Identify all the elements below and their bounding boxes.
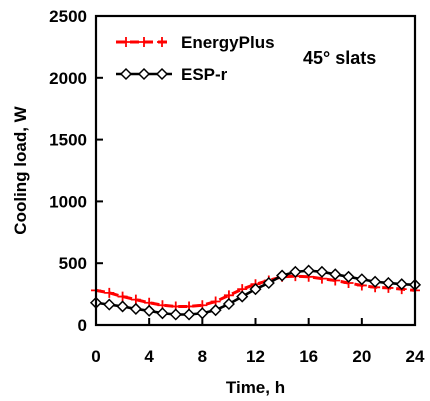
data-point: [182, 308, 196, 321]
axis-layer: 0 500 1000 1500 2000 2500 0 4 8 12 16 20 24: [49, 7, 425, 366]
legend-marker: [155, 67, 169, 81]
x-tick-label: 8: [198, 347, 207, 366]
data-point: [382, 276, 395, 290]
data-point: [116, 300, 129, 313]
legend-label: ESP-r: [181, 65, 228, 84]
data-point: [143, 304, 156, 317]
x-tick-label: 24: [406, 347, 425, 366]
x-tick-label: 16: [299, 347, 318, 366]
plot-layer: [89, 264, 422, 321]
slat-angle-annotation: 45° slats: [303, 48, 376, 68]
y-tick-label: 0: [78, 316, 87, 335]
data-point: [355, 273, 368, 286]
data-point: [209, 304, 222, 317]
y-tick-label: 500: [59, 254, 87, 273]
legend-marker: [157, 37, 167, 47]
data-point: [249, 283, 262, 296]
data-point: [329, 268, 342, 281]
legend-marker: [139, 37, 149, 47]
data-point: [302, 264, 315, 277]
legend-marker: [121, 37, 131, 47]
data-point: [104, 287, 115, 298]
legend-item: ESP-r: [116, 65, 228, 84]
legend: EnergyPlus ESP-r: [116, 33, 275, 84]
legend-item: EnergyPlus: [116, 33, 275, 52]
data-point: [342, 270, 355, 283]
x-tick-label: 20: [352, 347, 371, 366]
data-point: [315, 265, 329, 278]
data-point: [129, 302, 142, 315]
y-tick-label: 1000: [49, 192, 87, 211]
y-axis-title: Cooling load, W: [11, 105, 30, 234]
y-tick-label: 2500: [49, 7, 87, 26]
data-point: [289, 265, 302, 278]
series-esp-r: [89, 264, 422, 321]
data-point: [169, 308, 182, 321]
data-point: [276, 269, 289, 282]
data-point: [222, 297, 235, 311]
y-tick-label: 2000: [49, 69, 87, 88]
data-point: [117, 291, 128, 302]
legend-marker: [119, 67, 133, 81]
legend-label: EnergyPlus: [181, 33, 275, 52]
x-axis-title: Time, h: [226, 378, 285, 397]
data-point: [196, 307, 209, 320]
legend-marker: [137, 67, 151, 81]
x-tick-label: 12: [246, 347, 265, 366]
data-point: [236, 290, 249, 303]
x-tick-label: 0: [91, 347, 100, 366]
data-point: [369, 275, 382, 288]
x-tick-label: 4: [144, 347, 154, 366]
y-tick-label: 1500: [49, 131, 87, 150]
data-point: [103, 298, 116, 311]
data-point: [156, 307, 169, 320]
data-point: [395, 278, 408, 291]
data-point: [262, 276, 275, 290]
